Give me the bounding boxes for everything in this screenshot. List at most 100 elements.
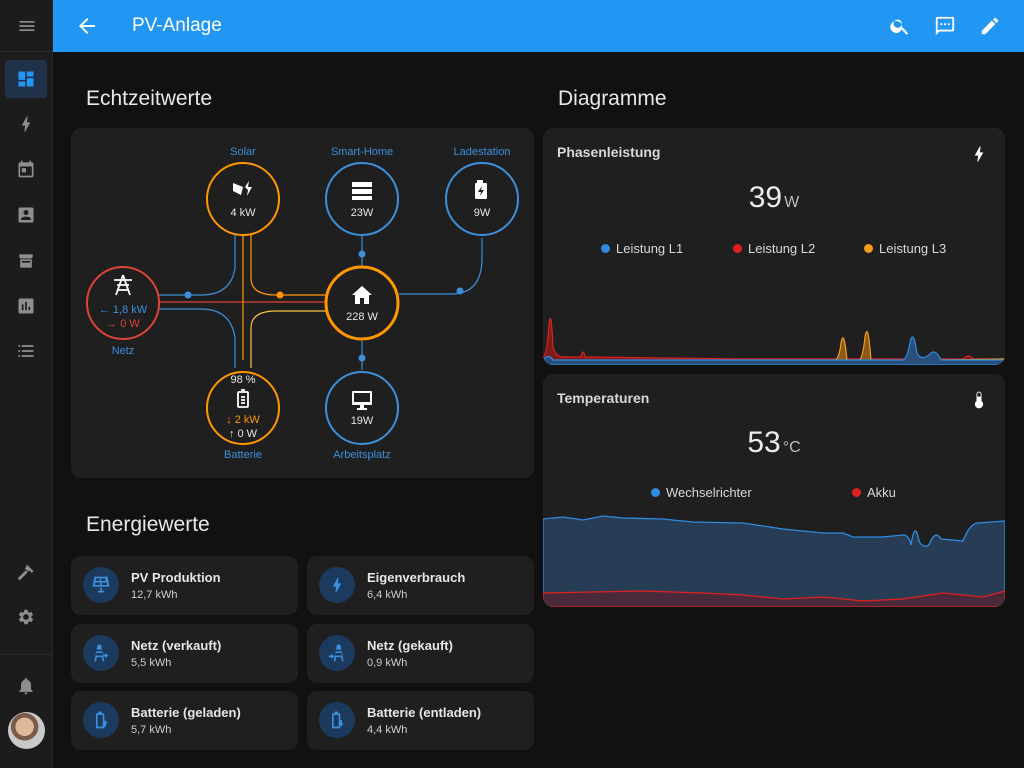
workplace-value: 19W [350, 415, 374, 427]
sidebar-item-notifications[interactable] [5, 667, 47, 705]
sidebar-item-hacs[interactable] [5, 242, 47, 280]
section-title-diagrams: Diagramme [558, 87, 667, 110]
search-icon [890, 19, 909, 35]
server-icon [352, 182, 372, 200]
ev-charger-icon [475, 180, 487, 199]
bell-icon [19, 678, 33, 695]
sidebar-item-persons[interactable] [5, 196, 47, 234]
battery-icon [237, 389, 249, 408]
workplace-label: Arbeitsplatz [333, 449, 391, 461]
transmission-tower-icon [114, 274, 132, 296]
lightning-icon [969, 143, 989, 165]
grid-node[interactable] [86, 266, 160, 340]
energy-tile-battery-discharged[interactable]: Batterie (entladen) 4,4 kWh [307, 691, 534, 750]
legend-label: Leistung L1 [616, 241, 684, 256]
energy-value: 4,4 kWh [367, 724, 408, 736]
legend-l3: Leistung L3 [864, 241, 946, 256]
phase-power-title: Phasenleistung [557, 144, 661, 160]
energy-tile-grid-sold[interactable]: Netz (verkauft) 5,5 kWh [71, 624, 298, 683]
phase-power-graph [543, 318, 1005, 365]
legend-dot [651, 488, 660, 497]
legend-dot [733, 244, 742, 253]
battery-label: Batterie [224, 449, 262, 461]
lightning-icon [21, 116, 31, 132]
legend-dot [864, 244, 873, 253]
menu-button[interactable] [0, 0, 53, 52]
gear-icon [18, 609, 34, 625]
phase-power-value: 39 W [543, 181, 1005, 215]
sidebar-item-settings[interactable] [5, 598, 47, 636]
arrow-left-icon [79, 18, 95, 34]
legend-battery: Akku [852, 485, 896, 500]
energy-value: 0,9 kWh [367, 657, 408, 669]
temperature-graph [543, 515, 1005, 607]
energy-value: 5,7 kWh [131, 724, 172, 736]
grid-label: Netz [111, 345, 135, 357]
charger-label: Ladestation [453, 146, 511, 158]
dashboard-icon [18, 71, 34, 87]
section-title-energy: Energiewerte [86, 513, 210, 536]
lightning-icon [319, 567, 355, 603]
power-flow-lines [86, 162, 519, 445]
transmission-tower-export-icon [83, 635, 119, 671]
transmission-tower-import-icon [319, 635, 355, 671]
hammer-icon [17, 564, 34, 581]
smarthome-label: Smart-Home [330, 146, 394, 158]
sidebar-item-logbook[interactable] [5, 332, 47, 370]
section-title-realtime: Echtzeitwerte [86, 87, 213, 110]
energy-tile-pv[interactable]: PV Produktion 12,7 kWh [71, 556, 298, 615]
home-node[interactable] [324, 265, 400, 341]
sidebar-item-developer-tools[interactable] [5, 553, 47, 591]
temperature-value: 53 °C [543, 426, 1005, 460]
sidebar-item-overview[interactable] [5, 60, 47, 98]
calendar-icon [18, 160, 34, 178]
energy-value: 12,7 kWh [131, 589, 178, 601]
edit-button[interactable] [979, 15, 1001, 37]
legend-label: Wechselrichter [666, 485, 752, 500]
solar-power-icon [233, 181, 252, 196]
monitor-icon [352, 391, 372, 410]
charger-value: 9W [473, 207, 491, 219]
back-button[interactable] [75, 14, 99, 38]
energy-tile-self[interactable]: Eigenverbrauch 6,4 kWh [307, 556, 534, 615]
chart-box-icon [18, 298, 34, 314]
battery-discharge-value: ↑ 0 W [228, 428, 258, 440]
battery-charge-value: ↓ 2 kW [226, 414, 260, 426]
pencil-icon [981, 17, 999, 35]
legend-dot [852, 488, 861, 497]
home-icon [352, 286, 372, 304]
sidebar-item-energy[interactable] [5, 105, 47, 143]
energy-name: Batterie (entladen) [367, 705, 482, 720]
sidebar-item-calendar[interactable] [5, 150, 47, 188]
phase-power-unit: W [784, 194, 800, 211]
legend-l2: Leistung L2 [733, 241, 815, 256]
energy-name: PV Produktion [131, 570, 221, 585]
page-title: PV-Anlage [132, 15, 222, 36]
legend-label: Leistung L2 [748, 241, 816, 256]
comment-processing-icon [935, 16, 955, 36]
energy-tile-battery-charged[interactable]: Batterie (geladen) 5,7 kWh [71, 691, 298, 750]
energy-value: 6,4 kWh [367, 589, 408, 601]
thermometer-icon [969, 389, 989, 411]
battery-charging-icon [83, 702, 119, 738]
sidebar-item-history[interactable] [5, 287, 47, 325]
temperature-card[interactable]: Temperaturen 53 °C Wechselrichter Akku [543, 374, 1005, 607]
assist-button[interactable] [934, 15, 956, 37]
home-value: 228 W [346, 311, 378, 323]
grid-import-value: ← 1,8 kW [98, 304, 148, 316]
battery-node[interactable] [206, 371, 280, 445]
solar-node[interactable] [206, 162, 280, 236]
legend-inverter: Wechselrichter [651, 485, 752, 500]
avatar[interactable] [8, 712, 45, 749]
legend-dot [601, 244, 610, 253]
energy-tile-grid-bought[interactable]: Netz (gekauft) 0,9 kWh [307, 624, 534, 683]
solar-panel-icon [83, 567, 119, 603]
search-button[interactable] [889, 15, 911, 37]
sidebar [0, 0, 53, 768]
battery-soc: 98 % [230, 374, 256, 386]
energy-name: Batterie (geladen) [131, 705, 241, 720]
phase-power-card[interactable]: Phasenleistung 39 W Leistung L1 Leistung … [543, 128, 1005, 365]
legend-l1: Leistung L1 [601, 241, 683, 256]
grid-export-value: → 0 W [106, 318, 140, 330]
